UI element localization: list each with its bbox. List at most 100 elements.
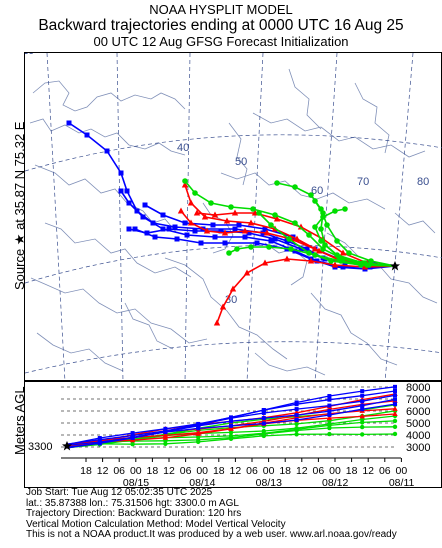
trajectory-marker [174,236,180,242]
height-tick: 5000 [406,418,430,430]
height-marker [196,423,201,428]
trajectory-line [184,180,396,267]
trajectory-marker [342,206,348,212]
trajectory-line [314,200,396,267]
trajectory-marker [234,246,240,252]
trajectory-marker [132,226,138,232]
height-marker [163,426,168,431]
vertical-trajectory-lines [66,384,398,449]
trajectory-marker [298,246,304,252]
hour-label: 18 [147,465,159,477]
height-marker [360,403,365,408]
date-label: 08/15 [123,477,149,489]
date-label: 08/11 [389,477,415,489]
trajectory-marker [272,212,278,218]
trajectory-marker [142,202,148,208]
height-marker [229,419,233,424]
height-marker [393,384,397,389]
lon-label: 70 [357,176,369,188]
trajectory-marker [126,200,132,206]
vertical-motion-method: Vertical Motion Calculation Method: Mode… [26,518,286,530]
height-marker [360,389,365,394]
trajectory-marker [324,222,330,228]
height-marker [261,410,266,415]
trajectory-marker [241,227,249,234]
height-marker [392,424,398,430]
height-marker [228,436,234,442]
trajectory-marker [334,252,340,258]
trajectory-marker [144,230,150,236]
trajectory-marker [286,236,292,242]
trajectory-marker [246,230,252,236]
hour-label: 18 [279,465,291,477]
lon-label: 60 [311,185,323,197]
trajectory-marker [248,244,254,250]
hour-label: 12 [97,465,109,477]
hour-label: 12 [163,465,175,477]
hour-label: 18 [213,465,225,477]
trajectory-marker [160,212,166,218]
height-marker [97,441,102,446]
trajectory-marker [222,240,228,246]
title-line-3: 00 UTC 12 Aug GFSG Forecast Initializati… [93,34,349,49]
trajectory-marker [334,238,340,244]
trajectory-marker [346,250,352,256]
trajectory-marker [118,170,124,176]
trajectory-marker [232,226,238,232]
height-marker [294,421,299,427]
trajectory-marker [182,220,188,226]
trajectory-marker [212,234,218,240]
height-marker [294,413,299,418]
height-marker [294,417,299,422]
trajectory-marker [262,226,268,232]
height-marker [261,433,266,439]
lon-label: 80 [417,176,429,188]
height-marker [196,439,201,445]
height-tick: 3000 [406,442,430,454]
trajectory-marker [192,190,198,196]
date-labels: 08/15 08/14 08/13 08/12 08/11 [123,477,415,489]
hour-label: 06 [246,465,258,477]
height-marker [359,413,365,419]
height-marker [229,423,233,428]
height-marker [294,432,299,437]
hour-label: 12 [296,465,308,477]
height-marker [393,393,397,398]
trajectory-marker [283,255,291,262]
trajectory-marker [320,214,326,220]
hour-label: 00 [263,465,275,477]
trajectory-marker [172,224,178,230]
trajectory-marker [242,234,248,240]
trajectory-marker [124,188,130,194]
trajectory-marker [184,232,190,238]
start-star-icon [62,441,72,451]
height-marker [392,418,398,424]
height-tick-labels: 8000 7000 6000 5000 4000 3000 [406,382,430,454]
vertical-profile-canvas: 8000 7000 6000 5000 4000 3000 3300 18 12 0… [28,382,430,489]
trajectory-marker [118,188,124,194]
trajectory-marker [177,207,185,214]
time-ticks [85,458,402,462]
height-marker [327,394,332,399]
trajectory-marker [273,215,281,222]
trajectory-marker [226,250,232,256]
trajectory-marker [318,238,324,244]
trajectory-map: 30 40 50 10 60 70 80 [22,45,442,383]
trajectory-marker [203,227,211,234]
trajectory-marker [307,257,315,264]
trajectory-marker [292,220,298,226]
height-marker [130,441,135,447]
trajectory-marker [152,234,158,240]
trajectory-marker [229,285,237,292]
trajectory-marker [256,210,262,216]
height-marker [130,431,135,436]
trajectory-marker [198,240,204,246]
height-marker [327,403,332,408]
trajectory-marker [272,236,278,242]
hour-label: 00 [396,465,408,477]
trajectory-marker [236,222,242,228]
trajectory-line [216,258,396,324]
trajectory-marker [306,232,312,238]
trajectory-direction: Trajectory Direction: Backward Duration:… [26,508,242,520]
trajectory-marker [223,217,231,224]
